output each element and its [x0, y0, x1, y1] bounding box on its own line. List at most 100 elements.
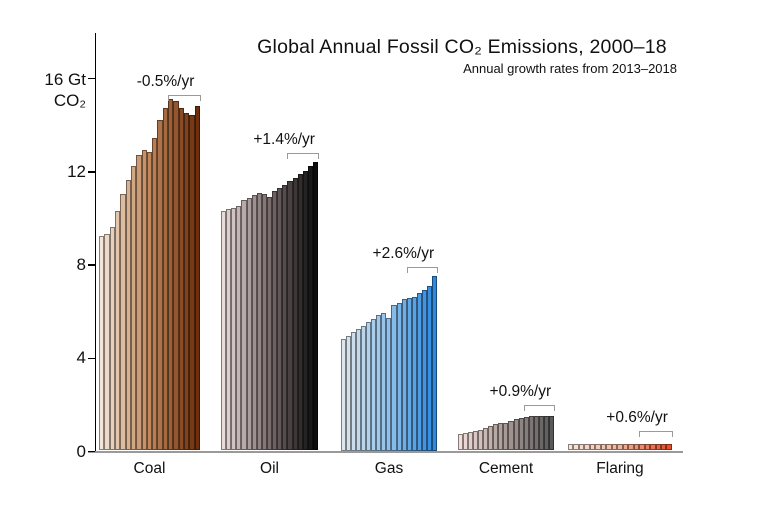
- oil-bar-2009: [266, 196, 273, 451]
- cement-bar-2016: [538, 416, 544, 451]
- flaring-bar-2003: [584, 444, 590, 451]
- coal-bar-2009: [146, 152, 153, 451]
- category-label-oil: Oil: [260, 460, 279, 477]
- coal-bar-2011: [157, 119, 163, 451]
- chart-subtitle: Annual growth rates from 2013–2018: [463, 61, 677, 76]
- coal-bar-2016: [184, 112, 190, 451]
- flaring-bar-2001: [573, 444, 579, 451]
- growth-bracket-gas: [406, 267, 438, 273]
- y-tick-label-0: 0: [76, 441, 86, 461]
- chart-title: Global Annual Fossil CO₂ Emissions, 2000…: [257, 36, 667, 58]
- y-tick-8: [88, 264, 95, 266]
- gas-bar-2000: [341, 338, 347, 451]
- bar-group-flaring: [568, 443, 672, 451]
- growth-bracket-cement: [523, 405, 555, 411]
- flaring-bar-2010: [622, 443, 629, 451]
- gas-bar-2007: [376, 315, 382, 451]
- y-tick-label-4: 4: [76, 348, 86, 368]
- flaring-bar-2009: [617, 444, 623, 451]
- coal-bar-2017: [189, 114, 195, 451]
- flaring-bar-2014: [644, 443, 651, 451]
- oil-bar-2003: [236, 205, 242, 451]
- y-tick-label-8: 8: [76, 255, 86, 275]
- gas-bar-2014: [411, 296, 417, 451]
- coal-bar-2015: [178, 107, 184, 451]
- y-axis-unit-line2: CO₂: [53, 90, 86, 110]
- growth-label-flaring: +0.6%/yr: [606, 409, 668, 426]
- growth-bracket-coal: [168, 95, 201, 101]
- cement-bar-2008: [498, 423, 504, 451]
- y-tick-0: [88, 450, 95, 453]
- gas-bar-2009: [386, 317, 392, 451]
- cement-bar-2002: [468, 432, 474, 451]
- coal-bar-2012: [162, 107, 169, 451]
- cement-bar-2018: [548, 415, 554, 451]
- flaring-bar-2018: [666, 443, 672, 451]
- flaring-bar-2007: [606, 443, 612, 451]
- oil-bar-2006: [251, 195, 257, 451]
- flaring-bar-2008: [611, 443, 618, 451]
- flaring-bar-2005: [595, 444, 601, 451]
- gas-bar-2002: [351, 331, 357, 451]
- growth-label-oil: +1.4%/yr: [253, 131, 315, 148]
- cement-bar-2004: [478, 429, 484, 451]
- oil-bar-2008: [261, 194, 267, 451]
- flaring-bar-2011: [628, 443, 634, 451]
- oil-bar-2001: [226, 209, 232, 451]
- gas-bar-2001: [346, 336, 352, 451]
- oil-bar-2005: [246, 197, 252, 451]
- y-tick-label-12: 12: [67, 161, 86, 181]
- oil-bar-2017: [307, 166, 313, 451]
- gas-bar-2005: [366, 322, 372, 451]
- category-label-gas: Gas: [374, 460, 404, 477]
- oil-bar-2011: [277, 188, 283, 451]
- y-tick-4: [88, 357, 95, 360]
- cement-bar-2003: [473, 431, 479, 451]
- flaring-bar-2006: [600, 443, 607, 451]
- flaring-bar-2004: [589, 444, 596, 451]
- cement-bar-2014: [528, 416, 534, 451]
- bar-group-oil: [221, 161, 319, 451]
- coal-bar-2001: [104, 233, 110, 451]
- gas-bar-2003: [356, 329, 362, 451]
- bar-group-coal: [99, 98, 200, 451]
- growth-label-cement: +0.9%/yr: [489, 383, 552, 400]
- oil-bar-2014: [292, 177, 298, 451]
- coal-bar-2003: [114, 210, 121, 451]
- oil-bar-2007: [256, 193, 262, 451]
- cement-bar-2010: [508, 421, 514, 451]
- cement-bar-2009: [503, 423, 509, 451]
- gas-bar-2015: [416, 293, 422, 451]
- gas-bar-2004: [361, 325, 367, 451]
- gas-bar-2012: [401, 299, 407, 451]
- cement-bar-2011: [513, 419, 519, 451]
- gas-bar-2011: [396, 302, 402, 451]
- coal-bar-2005: [125, 180, 131, 451]
- oil-bar-2016: [302, 170, 308, 451]
- category-label-coal: Coal: [133, 460, 166, 477]
- y-axis-line: [94, 33, 96, 452]
- cement-bar-2007: [493, 424, 499, 451]
- y-axis-unit-line1: 16 Gt: [44, 70, 86, 89]
- cement-bar-2006: [488, 426, 494, 451]
- growth-bracket-flaring: [639, 431, 673, 437]
- cement-bar-2015: [533, 416, 539, 451]
- gas-bar-2010: [391, 304, 397, 451]
- bar-group-gas: [341, 275, 437, 451]
- coal-bar-2007: [136, 154, 142, 451]
- coal-bar-2004: [120, 194, 126, 451]
- coal-bar-2013: [168, 98, 174, 451]
- flaring-bar-2002: [578, 444, 585, 451]
- flaring-bar-2013: [639, 443, 645, 451]
- oil-bar-2002: [231, 208, 237, 451]
- oil-bar-2000: [221, 210, 227, 451]
- y-tick-16: [88, 77, 95, 80]
- oil-bar-2012: [282, 184, 288, 451]
- coal-bar-2018: [194, 105, 200, 451]
- flaring-bar-2015: [650, 443, 656, 451]
- gas-bar-2008: [381, 313, 387, 451]
- y-tick-12: [88, 171, 95, 173]
- flaring-bar-2017: [660, 443, 667, 451]
- coal-bar-2014: [173, 100, 179, 451]
